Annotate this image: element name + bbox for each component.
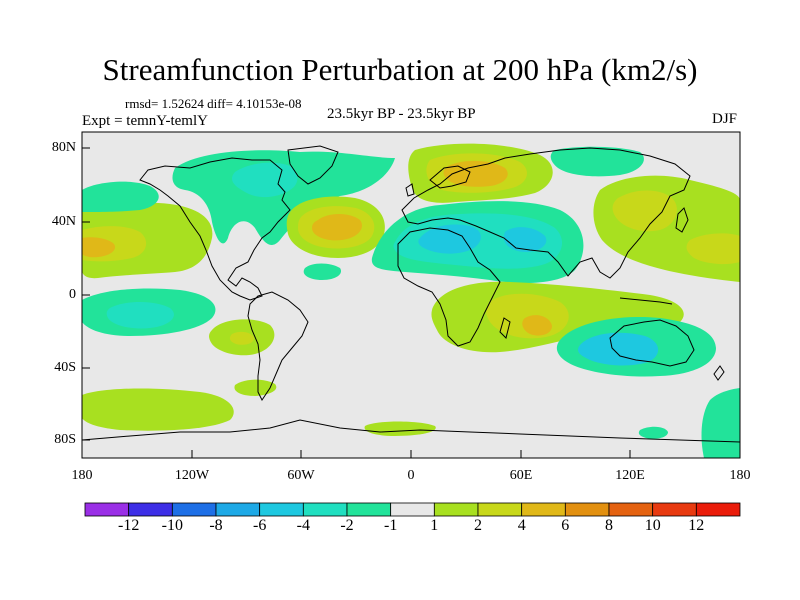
anomaly-canada-core	[231, 162, 298, 198]
colorbar-label: 2	[474, 517, 482, 534]
coast-new-zealand	[713, 365, 725, 381]
anomaly-n-africa-core	[418, 224, 481, 254]
colorbar-swatch	[346, 502, 392, 517]
lon-label-0: 0	[407, 468, 415, 483]
coastlines	[82, 145, 740, 443]
colorbar-swatch	[608, 502, 654, 517]
map-area	[82, 132, 740, 458]
stats-label: rmsd= 1.52624 diff= 4.10153e-08	[125, 96, 302, 111]
coast-madagascar	[499, 317, 511, 339]
anomaly-far-s-pacific-low	[701, 388, 740, 458]
experiment-label: Expt = temnY-temlY	[82, 113, 208, 129]
colorbar-swatch	[521, 502, 566, 517]
colorbar-swatch	[652, 502, 697, 517]
axis-ticks	[81, 147, 741, 458]
anomaly-canada-low	[172, 150, 395, 245]
colorbar	[84, 502, 741, 517]
season-label: DJF	[712, 111, 738, 127]
lon-label-120e: 120E	[615, 468, 645, 483]
colorbar-label: -12	[118, 517, 140, 534]
lat-label-0: 0	[69, 287, 76, 302]
colorbar-label: 8	[605, 517, 613, 534]
anomaly-n-pacific-west-mid2	[686, 233, 740, 265]
colorbar-label: -4	[296, 517, 310, 534]
anomaly-indian-ocean-core	[522, 315, 552, 336]
colorbar-label: 1	[430, 517, 439, 534]
lon-label-180w: 180	[71, 468, 93, 483]
coast-africa	[397, 227, 501, 347]
colorbar-swatch	[215, 502, 261, 517]
colorbar-label: 6	[561, 517, 570, 534]
anomaly-s-america-core	[229, 331, 254, 345]
anomaly-arabia-core	[503, 227, 547, 252]
lon-label-180e: 180	[729, 468, 751, 483]
anomaly-e-pacific-low	[82, 181, 159, 212]
anomaly-s-pacific-core	[106, 302, 174, 329]
lon-label-120w: 120W	[174, 468, 210, 483]
coast-north-america	[139, 157, 291, 301]
coast-japan	[675, 207, 689, 233]
anomaly-n-pacific-west-mid	[612, 190, 677, 232]
colorbar-label: -10	[161, 517, 183, 534]
lat-label-80s: 80S	[54, 432, 76, 447]
anomaly-s-atlantic-high	[234, 379, 277, 396]
coast-greenland	[287, 145, 339, 185]
lon-label-60w: 60W	[287, 468, 315, 483]
coast-britain	[405, 183, 415, 197]
colorbar-label: -6	[253, 517, 267, 534]
colorbar-swatch	[695, 502, 741, 517]
colorbar-swatch	[84, 502, 130, 517]
colorbar-swatch	[564, 502, 610, 517]
coast-australia	[609, 319, 695, 367]
lon-label-60e: 60E	[509, 468, 533, 483]
lat-label-40s: 40S	[54, 360, 76, 375]
anomaly-n-pacific-east-core	[82, 237, 116, 258]
colorbar-label: 12	[688, 517, 705, 534]
colorbar-swatch	[259, 502, 304, 517]
colorbar-label: -2	[340, 517, 354, 534]
anomaly-australia-core	[578, 332, 659, 366]
lat-label-40n: 40N	[51, 214, 76, 229]
lat-label-80n: 80N	[51, 140, 76, 155]
colorbar-label: 10	[644, 517, 661, 534]
colorbar-label: -8	[209, 517, 223, 534]
anomaly-n-atlantic-core	[312, 214, 362, 241]
colorbar-swatch	[171, 502, 217, 517]
anomaly-siberia-low	[550, 146, 644, 177]
anomaly-s-indian-low	[638, 426, 668, 439]
anomaly-atlantic-small-low	[303, 263, 342, 280]
coast-antarctica	[82, 419, 740, 443]
plot-title: Streamfunction Perturbation at 200 hPa (…	[102, 52, 698, 87]
coast-eurasia	[401, 147, 691, 279]
period-label: 23.5kyr BP - 23.5kyr BP	[327, 106, 476, 122]
coast-scandinavia	[429, 165, 471, 189]
coast-south-america	[247, 291, 309, 401]
anomaly-far-south-high	[82, 388, 234, 431]
colorbar-swatch	[477, 502, 523, 517]
colorbar-label: 4	[517, 517, 526, 534]
colorbar-swatch	[302, 502, 348, 517]
anomaly-scandinavia-core	[443, 160, 508, 187]
colorbar-label: -1	[384, 517, 398, 534]
colorbar-swatch	[128, 502, 173, 517]
coast-indonesia	[619, 297, 673, 305]
colorbar-swatch	[433, 502, 479, 517]
colorbar-swatch	[390, 502, 435, 517]
